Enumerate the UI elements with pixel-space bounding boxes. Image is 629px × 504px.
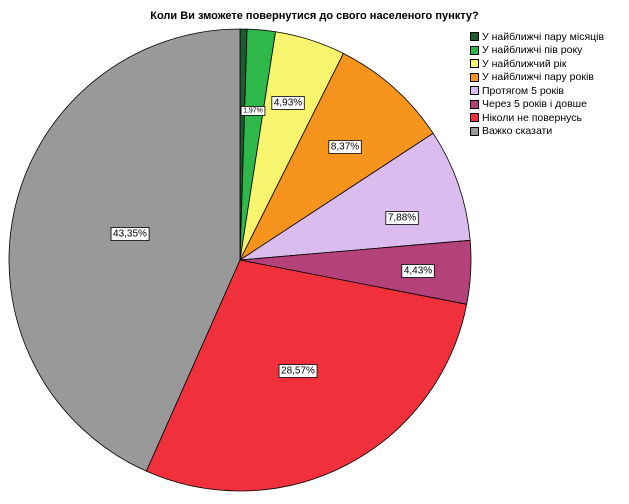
legend-swatch-8 xyxy=(470,126,479,136)
slice-data-label-box-8 xyxy=(110,227,150,241)
slice-data-label-6: 4,43% xyxy=(404,266,432,277)
legend-item-8: Важко сказати xyxy=(470,125,604,139)
slice-data-label-7: 28,57% xyxy=(281,366,315,377)
slice-data-label-3: 4,93% xyxy=(274,98,302,109)
chart-legend: У найближчі пару місяців У найближчі пів … xyxy=(470,30,604,138)
slice-data-label-box-7 xyxy=(278,364,318,378)
pie-slice-8 xyxy=(8,28,241,472)
slice-data-label-4: 8,37% xyxy=(331,142,359,153)
chart-title: Коли Ви зможете повернутися до свого нас… xyxy=(150,10,479,22)
legend-item-6: Через 5 років і довше xyxy=(470,98,604,112)
pie-slice-4 xyxy=(238,52,434,262)
legend-label-2: У найближчі пів року xyxy=(482,44,583,57)
legend-item-7: Ніколи не повернусь xyxy=(470,111,604,125)
slice-data-label-box-2 xyxy=(240,106,266,116)
legend-swatch-5 xyxy=(470,86,479,96)
legend-item-5: Протягом 5 років xyxy=(470,84,604,98)
legend-swatch-4 xyxy=(470,72,479,82)
slice-data-label-box-4 xyxy=(328,140,362,154)
legend-swatch-6 xyxy=(470,99,479,109)
slice-data-label-box-3 xyxy=(271,96,305,110)
legend-swatch-1 xyxy=(470,32,479,42)
slice-data-label-8: 43,35% xyxy=(113,229,147,240)
legend-label-8: Важко сказати xyxy=(482,125,553,138)
legend-label-5: Протягом 5 років xyxy=(482,84,565,97)
legend-swatch-3 xyxy=(470,59,479,69)
slice-data-label-box-6 xyxy=(401,264,435,278)
legend-swatch-2 xyxy=(470,45,479,55)
slice-data-label-5: 7,88% xyxy=(388,213,416,224)
legend-label-3: У найближчий рік xyxy=(482,57,567,70)
legend-swatch-7 xyxy=(470,113,479,123)
pie-slice-5 xyxy=(239,132,471,261)
legend-item-1: У найближчі пару місяців xyxy=(470,30,604,44)
legend-label-1: У найближчі пару місяців xyxy=(482,30,605,43)
legend-label-7: Ніколи не повернусь xyxy=(482,111,583,124)
legend-item-3: У найближчий рік xyxy=(470,57,604,71)
slice-data-label-box-5 xyxy=(385,211,419,225)
legend-label-6: Через 5 років і довше xyxy=(482,98,587,111)
legend-item-2: У найближчі пів року xyxy=(470,44,604,58)
legend-item-4: У найближчі пару років xyxy=(470,71,604,85)
slice-data-label-2: 1,97% xyxy=(243,107,263,114)
legend-label-4: У найближчі пару років xyxy=(482,71,594,84)
